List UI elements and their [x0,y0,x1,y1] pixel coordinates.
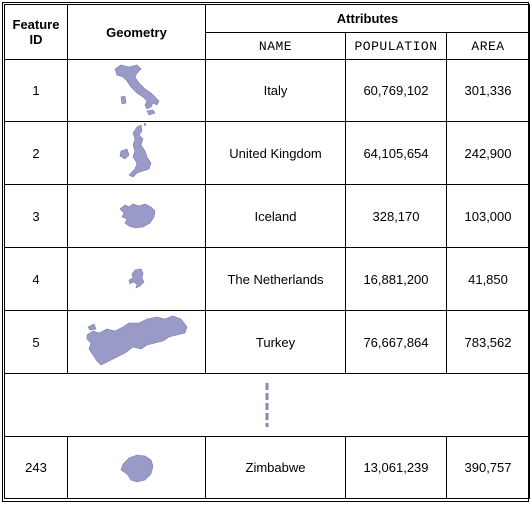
feature-id-cell: 2 [4,121,68,185]
table-row: 1 Italy 60,769,102 301,336 [4,59,530,122]
geometry-cell [67,436,206,499]
name-cell: Iceland [205,184,346,248]
feature-id-cell: 4 [4,247,68,311]
table-row: 243 Zimbabwe 13,061,239 390,757 [4,436,530,499]
feature-table: Feature ID Geometry Attributes NAME POPU… [4,4,530,499]
iceland-shape [119,203,155,229]
geometry-cell [67,184,206,248]
italy-shape [114,64,159,115]
area-cell: 103,000 [446,184,530,248]
zimbabwe-shape [120,454,153,482]
feature-id-cell: 5 [4,310,68,374]
name-cell: Turkey [205,310,346,374]
feature-id-cell: 3 [4,184,68,248]
population-cell: 64,105,654 [345,121,447,185]
population-cell: 16,881,200 [345,247,447,311]
header-geometry: Geometry [67,4,206,60]
table-row: 3 Iceland 328,170 103,000 [4,184,530,248]
header-attributes: Attributes [205,4,530,33]
area-cell: 242,900 [446,121,530,185]
header-feature-id: Feature ID [4,4,68,60]
population-cell: 60,769,102 [345,59,447,122]
geometry-cell [67,59,206,122]
column-name: NAME [205,32,346,60]
name-cell: United Kingdom [205,121,346,185]
area-cell: 390,757 [446,436,530,499]
name-cell: Zimbabwe [205,436,346,499]
table-row: 5 Turkey 76,667,864 783,562 [4,310,530,374]
feature-id-cell: 243 [4,436,68,499]
feature-id-cell: 1 [4,59,68,122]
area-cell: 41,850 [446,247,530,311]
name-cell: Italy [205,59,346,122]
geometry-cell [67,247,206,311]
table-row: 2 United Kingdom 64,105,654 242,900 [4,121,530,185]
area-cell: 783,562 [446,310,530,374]
table-row: 4 The Netherlands 16,881,200 41,850 [4,247,530,311]
vertical-dash-divider [265,383,269,427]
geometry-cell [67,310,206,374]
ellipsis-row [4,373,530,437]
column-population: POPULATION [345,32,447,60]
population-cell: 13,061,239 [345,436,447,499]
ellipsis-cell [4,373,530,437]
name-cell: The Netherlands [205,247,346,311]
turkey-shape [86,315,187,366]
netherlands-shape [128,268,144,289]
geometry-cell [67,121,206,185]
column-area: AREA [446,32,530,60]
area-cell: 301,336 [446,59,530,122]
population-cell: 76,667,864 [345,310,447,374]
united-kingdom-shape [119,123,151,178]
population-cell: 328,170 [345,184,447,248]
